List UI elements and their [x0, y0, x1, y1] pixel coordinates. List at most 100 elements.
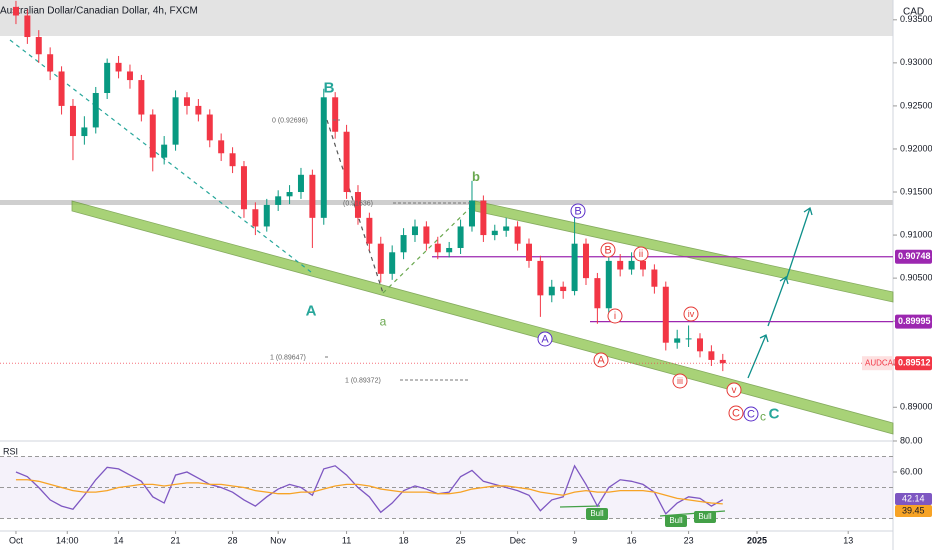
candle-body	[366, 217, 373, 244]
candle-body	[434, 243, 441, 253]
candle-body	[81, 127, 88, 137]
rsi-line	[15, 464, 724, 515]
y-tick-label: 0.90500	[900, 272, 932, 282]
annotation: (0.91636)	[343, 200, 373, 207]
candle-body	[491, 230, 498, 236]
value-tag	[895, 493, 932, 505]
candle-body	[161, 144, 168, 158]
price-tag-label: 0.90748	[898, 251, 931, 261]
candle-body	[229, 153, 236, 167]
candle-body	[343, 131, 350, 193]
arrow	[785, 206, 813, 281]
candle-body	[514, 226, 521, 244]
bull-label: Bull	[669, 516, 683, 525]
chart-title: Australian Dollar/Canadian Dollar, 4h, F…	[0, 6, 198, 17]
y-tick-label: 0.91000	[900, 229, 932, 239]
candle-body	[594, 278, 601, 309]
candle-body	[35, 37, 42, 55]
annotation: B	[574, 205, 581, 217]
candle-body	[206, 114, 213, 141]
x-tick-label: 25	[456, 535, 466, 545]
x-tick-label: 14:00	[56, 535, 79, 545]
annotation: 1 (0.89372)	[345, 377, 381, 384]
bull-tag	[694, 511, 716, 523]
candle-body	[525, 243, 532, 261]
candle-body	[138, 80, 145, 115]
bull-label: Bull	[698, 512, 712, 521]
y-tick-label: 0.92500	[900, 100, 932, 110]
candle-body	[571, 243, 578, 292]
candle-body	[47, 54, 54, 72]
bull-tag	[665, 515, 687, 527]
value-tag-label: 42.14	[902, 493, 925, 503]
candle-body	[377, 243, 384, 274]
arrow	[747, 334, 769, 379]
annotation: b	[472, 169, 480, 184]
candle-body	[674, 338, 681, 343]
y-tick-label: 0.89000	[900, 402, 932, 412]
annotation: B	[604, 244, 611, 256]
annotation: C	[747, 408, 755, 420]
symbol-tag	[862, 356, 893, 371]
candle-body	[605, 260, 612, 309]
x-tick-label: 11	[342, 535, 351, 545]
x-tick-label: Oct	[9, 535, 24, 545]
candle-body	[582, 243, 589, 279]
y-tick-label: 0.91500	[900, 186, 932, 196]
annotation: iv	[688, 309, 695, 319]
candle-body	[297, 174, 304, 193]
channel	[474, 200, 894, 303]
wave-circle	[593, 352, 609, 368]
annotation: C	[732, 407, 740, 419]
candle-body	[651, 269, 658, 287]
annotation: i	[614, 311, 616, 322]
wave-circle	[633, 246, 649, 262]
candle-body	[423, 226, 430, 244]
arrow	[767, 275, 789, 327]
candle-body	[12, 6, 19, 16]
pane-title: RSI	[3, 446, 18, 456]
wave-circle	[683, 306, 699, 322]
annotation: a	[380, 315, 387, 329]
candle-body	[708, 351, 715, 360]
annotation: B	[324, 79, 335, 96]
candle-body	[468, 200, 475, 227]
candle-body	[685, 338, 692, 340]
price-tag-label: 0.89995	[898, 316, 931, 326]
value-tag-label: 39.45	[902, 505, 925, 515]
candle-body	[183, 97, 190, 106]
candle-body	[537, 260, 544, 296]
annotation: iii	[677, 376, 683, 386]
bull-tag	[586, 508, 608, 520]
x-tick-label: 14	[114, 535, 124, 545]
candle-body	[662, 286, 669, 343]
y-tick-label: 60.00	[900, 466, 923, 476]
candle-body	[446, 247, 453, 253]
price-tag	[895, 249, 932, 264]
wave-circle	[743, 406, 759, 422]
candle-body	[617, 260, 624, 270]
rsi-line	[15, 479, 723, 505]
x-tick-label: 28	[228, 535, 238, 545]
wave-circle	[672, 373, 688, 389]
projection	[747, 206, 813, 379]
x-tick-label: 16	[627, 535, 637, 545]
y-tick-label: 0.92000	[900, 143, 932, 153]
candle-body	[457, 226, 464, 248]
annotation: 1 (0.89647)	[270, 354, 306, 361]
candle-body	[354, 192, 361, 218]
candle-body	[503, 226, 510, 231]
price-tag-label: 0.89512	[898, 358, 931, 368]
candle-body	[286, 192, 293, 197]
annotation: c	[760, 410, 766, 424]
candle-body	[115, 62, 122, 72]
wave-line	[9, 39, 312, 273]
candle-body	[400, 235, 407, 253]
x-tick-label: 9	[572, 535, 577, 545]
x-tick-label: 18	[399, 535, 409, 545]
candle-body	[320, 97, 327, 218]
price-tag	[895, 356, 932, 371]
candle-body	[628, 260, 635, 270]
candle-body	[69, 105, 76, 137]
